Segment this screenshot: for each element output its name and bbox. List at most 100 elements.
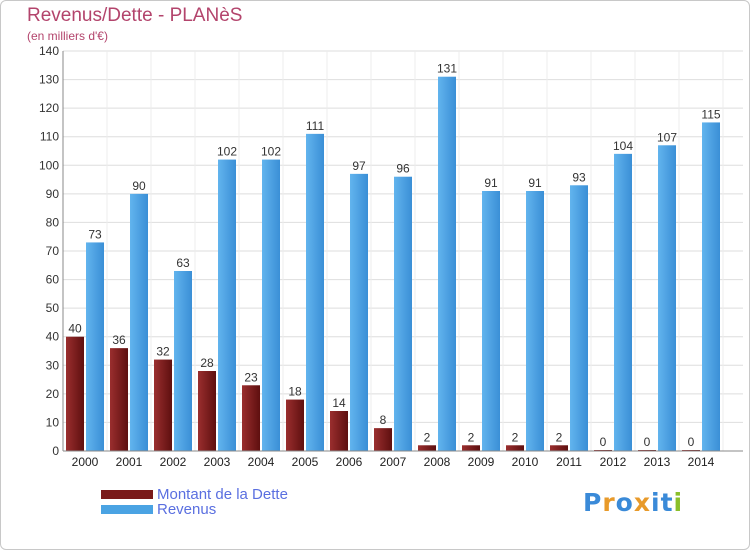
proxiti-logo: Proxiti (583, 488, 683, 517)
data-label: 0 (688, 435, 695, 449)
bar-dette (462, 445, 480, 451)
bar-revenus (614, 153, 632, 451)
labels-layer: 0102030405060708090100110120130140407320… (39, 44, 721, 469)
x-tick-label: 2003 (204, 455, 231, 469)
y-tick-label: 120 (39, 101, 59, 115)
legend-item-dette: Montant de la Dette (101, 487, 288, 502)
x-tick-label: 2008 (424, 455, 451, 469)
y-tick-label: 100 (39, 158, 59, 172)
y-tick-label: 50 (46, 301, 60, 315)
bar-revenus (174, 271, 192, 451)
bar-revenus (306, 133, 324, 451)
bar-revenus (570, 185, 588, 452)
data-label: 2 (468, 430, 475, 444)
data-label: 18 (288, 385, 302, 399)
x-tick-label: 2006 (336, 455, 363, 469)
legend-swatch-revenus (101, 505, 153, 514)
x-tick-label: 2007 (380, 455, 407, 469)
y-tick-label: 20 (46, 387, 60, 401)
data-label: 40 (68, 322, 82, 336)
data-label: 14 (332, 396, 346, 410)
data-label: 36 (112, 333, 126, 347)
legend-item-revenus: Revenus (101, 502, 288, 517)
bar-revenus (482, 191, 500, 451)
y-tick-label: 130 (39, 73, 59, 87)
data-label: 91 (484, 176, 498, 190)
x-tick-label: 2014 (688, 455, 715, 469)
logo-letter: o (615, 488, 634, 517)
bar-dette (66, 336, 84, 451)
bar-revenus (438, 76, 456, 451)
bar-revenus (262, 159, 280, 452)
bar-revenus (218, 159, 236, 452)
x-tick-label: 2005 (292, 455, 319, 469)
bar-revenus (394, 176, 412, 451)
bar-dette (374, 428, 392, 451)
legend-label-revenus: Revenus (157, 501, 217, 518)
data-label: 0 (600, 435, 607, 449)
y-tick-label: 90 (46, 187, 60, 201)
bar-dette (550, 445, 568, 451)
data-label: 2 (424, 430, 431, 444)
axis-layer (62, 51, 743, 452)
data-label: 8 (380, 413, 387, 427)
y-tick-label: 60 (46, 273, 60, 287)
data-label: 2 (512, 430, 519, 444)
bar-dette (286, 399, 304, 451)
data-label: 73 (88, 227, 102, 241)
bar-dette (110, 348, 128, 451)
bar-revenus (526, 191, 544, 451)
data-label: 90 (132, 179, 146, 193)
data-label: 107 (657, 130, 677, 144)
data-label: 115 (701, 107, 720, 121)
y-tick-label: 40 (46, 330, 60, 344)
y-tick-label: 80 (46, 215, 60, 229)
y-tick-label: 0 (52, 444, 59, 458)
bar-dette (418, 445, 436, 451)
x-tick-label: 2009 (468, 455, 495, 469)
x-tick-label: 2004 (248, 455, 275, 469)
y-tick-label: 10 (46, 415, 60, 429)
data-label: 104 (613, 139, 633, 153)
bar-dette (242, 385, 260, 451)
legend: Montant de la Dette Revenus (101, 487, 288, 517)
bar-dette (506, 445, 524, 451)
logo-letter: i (651, 488, 661, 517)
data-label: 2 (556, 430, 563, 444)
y-tick-label: 110 (40, 130, 59, 144)
legend-swatch-dette (101, 490, 153, 499)
x-tick-label: 2010 (512, 455, 539, 469)
bar-revenus (702, 122, 720, 451)
data-label: 97 (352, 159, 366, 173)
y-tick-label: 70 (46, 244, 60, 258)
bar-dette (198, 371, 216, 451)
x-tick-label: 2012 (600, 455, 627, 469)
data-label: 63 (176, 256, 190, 270)
x-tick-label: 2013 (644, 455, 671, 469)
x-tick-label: 2000 (72, 455, 99, 469)
bar-revenus (658, 145, 676, 452)
data-label: 93 (572, 170, 586, 184)
chart-title: Revenus/Dette - PLANèS (27, 5, 243, 26)
data-label: 23 (244, 370, 258, 384)
bar-revenus (350, 173, 368, 451)
y-tick-label: 30 (46, 358, 60, 372)
data-label: 131 (437, 62, 457, 76)
bar-dette (330, 411, 348, 451)
x-tick-label: 2001 (116, 455, 143, 469)
chart-subtitle: (en milliers d'€) (27, 29, 108, 43)
data-label: 0 (644, 435, 651, 449)
data-label: 28 (200, 356, 214, 370)
x-tick-label: 2002 (160, 455, 187, 469)
logo-letter: i (673, 488, 684, 517)
bars-layer (66, 76, 720, 452)
bar-revenus (130, 193, 148, 451)
bar-dette (154, 359, 172, 451)
data-label: 32 (156, 345, 170, 359)
logo-letter: r (602, 488, 616, 517)
data-label: 102 (217, 145, 237, 159)
data-label: 102 (261, 145, 281, 159)
logo-letter: P (583, 488, 603, 517)
y-tick-label: 140 (39, 44, 59, 58)
